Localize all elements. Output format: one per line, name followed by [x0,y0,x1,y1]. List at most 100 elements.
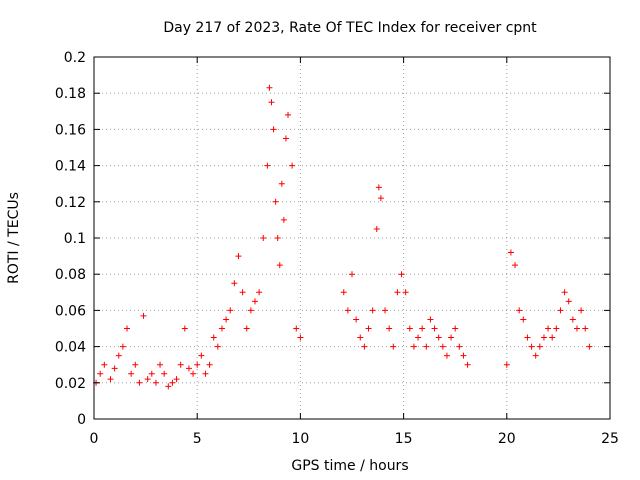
data-point [561,289,568,296]
y-tick-label: 0.08 [55,267,86,283]
data-point [185,365,192,372]
data-point [206,361,213,368]
y-tick-label: 0 [77,412,86,428]
data-point [373,225,380,232]
data-point [157,361,164,368]
data-point [369,307,376,314]
data-point [423,343,430,350]
data-point [107,376,114,383]
data-point [152,379,159,386]
data-point [272,198,279,205]
data-point [268,99,275,106]
data-point [545,325,552,332]
data-point [264,162,271,169]
data-point [223,316,230,323]
data-point [503,361,510,368]
data-point [460,352,467,359]
data-point [190,370,197,377]
data-point [210,334,217,341]
chart-title: Day 217 of 2023, Rate Of TEC Index for r… [163,20,537,36]
data-point [198,352,205,359]
data-point [115,352,122,359]
data-point [274,235,281,241]
data-point [235,253,242,260]
data-point [247,307,254,314]
y-tick-label: 0.04 [55,340,86,356]
data-point [532,352,539,359]
x-tick-label: 10 [291,431,309,447]
axis-ticks: 0 5 10 15 20 25 0 0.02 0.04 0.06 0.08 0.1 0.12 0.14 0.… [55,50,619,447]
data-point [194,361,201,368]
data-point [214,343,221,350]
data-point [144,376,151,383]
y-tick-label: 0.14 [55,159,86,175]
data-point [361,343,368,350]
y-tick-label: 0.02 [55,376,86,392]
data-point [553,325,560,332]
data-point [512,262,519,269]
x-tick-label: 20 [498,431,516,447]
x-axis-label: GPS time / hours [291,458,408,474]
data-point [140,312,147,319]
data-point [540,334,547,341]
x-tick-label: 5 [193,431,202,447]
data-point [565,298,572,305]
data-point [111,365,118,372]
data-point [415,334,422,341]
data-point [148,370,155,377]
y-tick-label: 0.12 [55,195,86,211]
data-point [243,325,250,332]
data-point [353,316,360,323]
x-tick-label: 25 [601,431,619,447]
data-point [357,334,364,341]
data-point [169,379,176,386]
data-points [93,84,593,390]
data-point [573,325,580,332]
data-point [528,343,535,350]
data-point [516,307,523,314]
data-point [386,325,393,332]
data-point [165,383,172,390]
data-point [285,111,292,118]
data-point [202,370,209,377]
data-point [132,361,139,368]
data-point [340,289,347,296]
data-point [435,334,442,341]
data-point [557,307,564,314]
data-point [464,361,471,368]
data-point [97,370,104,377]
x-tick-label: 15 [395,431,413,447]
data-point [578,307,585,314]
data-point [289,162,296,169]
data-point [456,343,463,350]
data-point [349,271,355,278]
data-point [276,262,283,269]
data-point [582,325,589,332]
data-point [524,334,531,341]
data-point [390,343,397,350]
grid [94,57,610,419]
data-point [394,289,401,296]
y-tick-label: 0.1 [64,231,86,247]
data-point [173,376,180,383]
data-point [402,289,409,296]
data-point [278,180,285,187]
data-point [377,195,384,202]
data-point [365,325,372,332]
data-point [280,216,287,223]
data-point [406,325,413,332]
data-point [124,325,131,332]
y-axis-label: ROTI / TECUs [6,192,22,284]
data-point [270,126,277,133]
data-point [398,271,405,278]
y-tick-label: 0.2 [64,50,86,66]
data-point [119,343,126,350]
y-tick-label: 0.16 [55,122,86,138]
data-point [586,343,593,350]
data-point [161,370,168,377]
data-point [536,343,543,350]
data-point [507,249,514,256]
